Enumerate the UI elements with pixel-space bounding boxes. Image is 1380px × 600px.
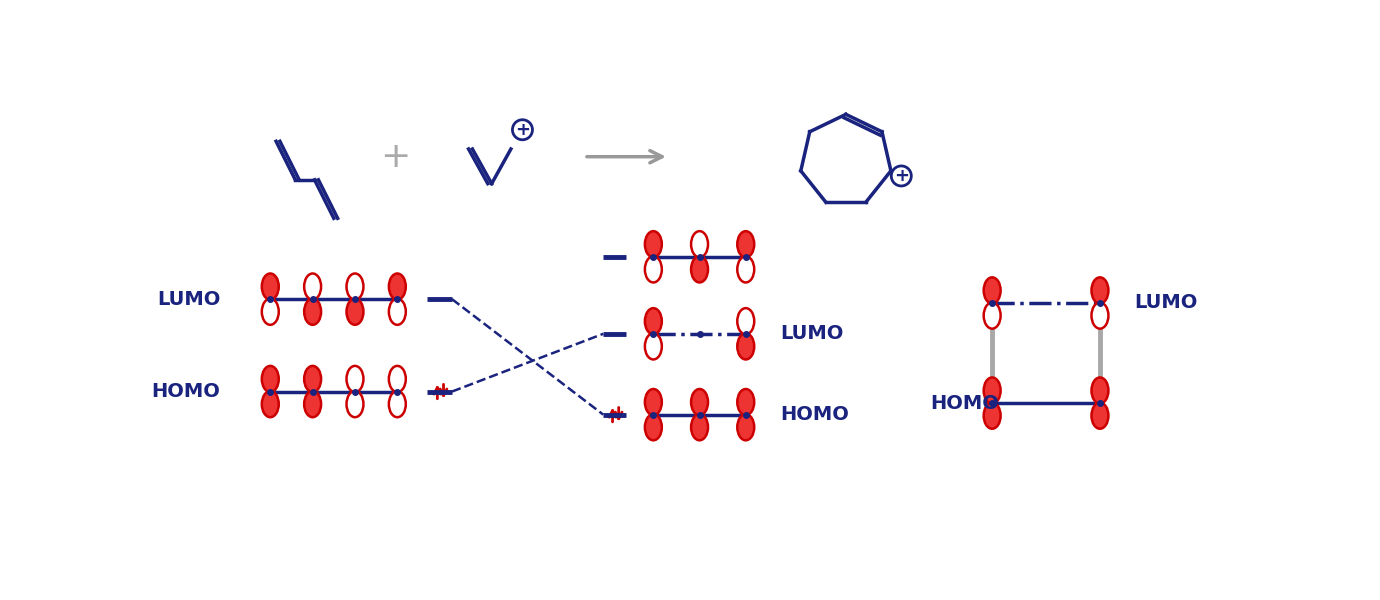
Ellipse shape: [389, 274, 406, 299]
Ellipse shape: [1092, 302, 1108, 329]
Ellipse shape: [389, 391, 406, 417]
Ellipse shape: [346, 366, 363, 392]
Ellipse shape: [644, 308, 662, 334]
Ellipse shape: [262, 274, 279, 299]
Ellipse shape: [644, 333, 662, 359]
Text: LUMO: LUMO: [157, 290, 221, 308]
Ellipse shape: [304, 299, 322, 325]
Ellipse shape: [262, 391, 279, 417]
Ellipse shape: [984, 277, 1000, 304]
Text: +: +: [515, 121, 530, 139]
Ellipse shape: [389, 366, 406, 392]
Ellipse shape: [737, 231, 755, 257]
Ellipse shape: [984, 302, 1000, 329]
Ellipse shape: [644, 231, 662, 257]
Ellipse shape: [737, 333, 755, 359]
Ellipse shape: [304, 274, 322, 299]
Text: HOMO: HOMO: [930, 394, 999, 413]
Ellipse shape: [644, 414, 662, 440]
Ellipse shape: [691, 389, 708, 415]
Text: HOMO: HOMO: [781, 405, 849, 424]
Ellipse shape: [346, 391, 363, 417]
Text: +: +: [381, 140, 411, 174]
Ellipse shape: [644, 389, 662, 415]
Text: HOMO: HOMO: [152, 382, 221, 401]
Text: LUMO: LUMO: [1134, 293, 1198, 313]
Ellipse shape: [346, 299, 363, 325]
Ellipse shape: [691, 231, 708, 257]
Ellipse shape: [304, 366, 322, 392]
Text: LUMO: LUMO: [781, 324, 843, 343]
Ellipse shape: [346, 274, 363, 299]
Ellipse shape: [262, 366, 279, 392]
Ellipse shape: [1092, 377, 1108, 404]
Ellipse shape: [984, 377, 1000, 404]
Ellipse shape: [691, 256, 708, 283]
Ellipse shape: [737, 414, 755, 440]
Ellipse shape: [389, 299, 406, 325]
Ellipse shape: [262, 299, 279, 325]
Ellipse shape: [644, 256, 662, 283]
Ellipse shape: [737, 256, 755, 283]
Ellipse shape: [304, 391, 322, 417]
Text: +: +: [894, 167, 909, 185]
Ellipse shape: [737, 389, 755, 415]
Ellipse shape: [691, 414, 708, 440]
Ellipse shape: [984, 403, 1000, 429]
Ellipse shape: [1092, 277, 1108, 304]
Ellipse shape: [737, 308, 755, 334]
Ellipse shape: [1092, 403, 1108, 429]
